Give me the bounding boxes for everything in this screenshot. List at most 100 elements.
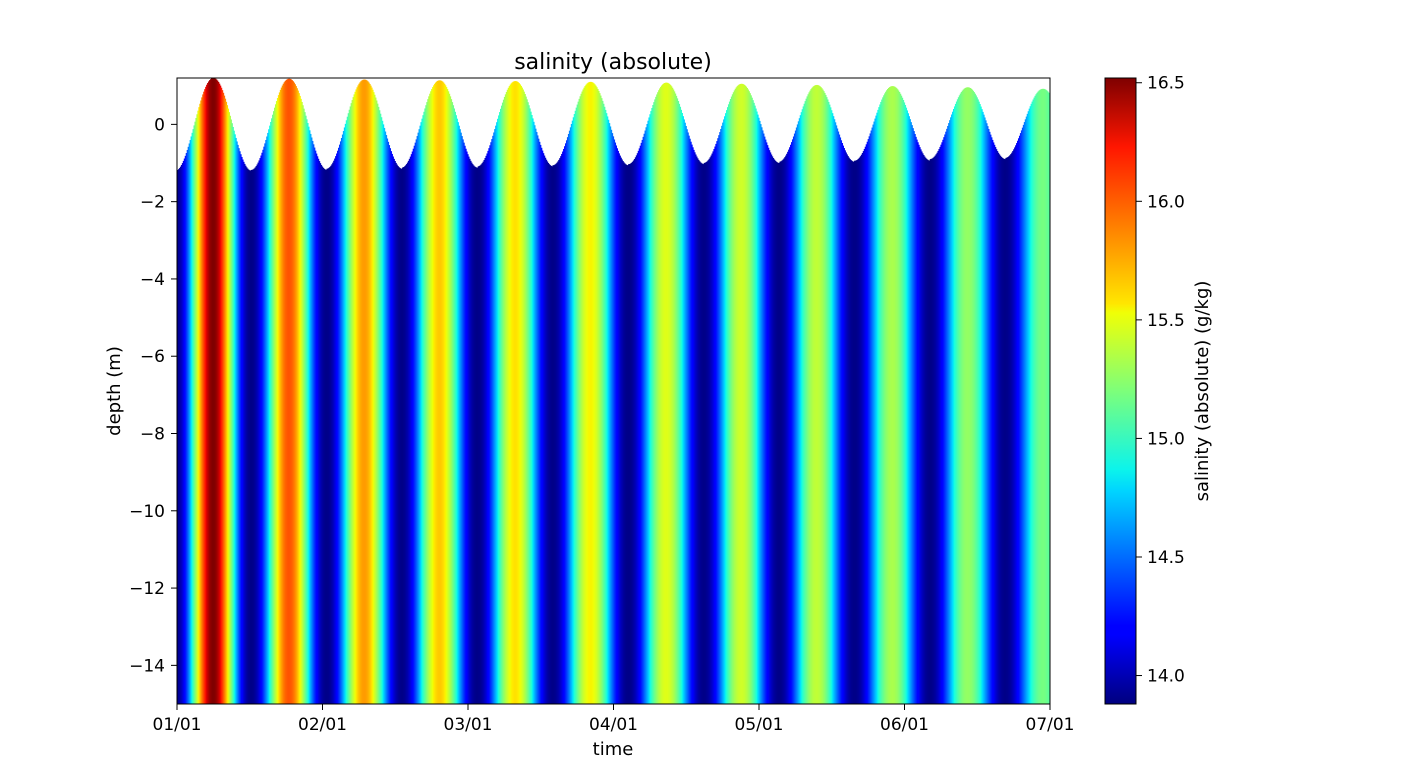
heatmap-cell bbox=[307, 126, 310, 704]
heatmap-cell bbox=[642, 136, 645, 704]
x-tick-label: 06/01 bbox=[880, 715, 929, 735]
heatmap-cell bbox=[499, 112, 501, 704]
heatmap-cell bbox=[252, 169, 255, 704]
heatmap-cell bbox=[940, 144, 942, 704]
heatmap-cell bbox=[752, 100, 754, 704]
heatmap-cell bbox=[456, 118, 458, 704]
heatmap-cell bbox=[332, 162, 334, 704]
heatmap-cell bbox=[320, 164, 323, 704]
heatmap-cell bbox=[427, 99, 429, 704]
heatmap-cell bbox=[920, 151, 923, 704]
heatmap-cell bbox=[962, 89, 965, 704]
heatmap-cell bbox=[316, 156, 319, 704]
heatmap-cell bbox=[268, 129, 270, 704]
heatmap-cell bbox=[864, 146, 867, 704]
heatmap-cell bbox=[309, 133, 312, 704]
heatmap-cell bbox=[177, 169, 179, 704]
heatmap-cell bbox=[876, 112, 878, 704]
heatmap-cell bbox=[907, 113, 909, 704]
heatmap-cell bbox=[1042, 88, 1044, 704]
heatmap-cell bbox=[994, 147, 997, 704]
colorbar: 16.5 16.0 15.5 15.0 14.5 14.0 bbox=[1104, 74, 1185, 705]
heatmap-cell bbox=[429, 93, 431, 704]
heatmap-cell bbox=[1005, 157, 1007, 704]
heatmap-cell bbox=[917, 142, 919, 704]
heatmap-cell bbox=[734, 88, 737, 704]
heatmap-cell bbox=[868, 136, 871, 704]
y-axis-label: depth (m) bbox=[104, 346, 125, 436]
heatmap-cell bbox=[270, 121, 272, 704]
heatmap-cell bbox=[711, 153, 714, 704]
heatmap-cell bbox=[507, 87, 510, 704]
heatmap-cell bbox=[248, 170, 251, 704]
heatmap-cell bbox=[825, 97, 828, 704]
heatmap-cell bbox=[1008, 156, 1010, 704]
heatmap-cell bbox=[1022, 124, 1025, 704]
heatmap-cell bbox=[789, 147, 791, 704]
heatmap-cell bbox=[522, 89, 524, 704]
heatmap-cell bbox=[226, 105, 229, 704]
heatmap-cell bbox=[592, 82, 594, 704]
heatmap-cell bbox=[881, 99, 883, 704]
heatmap-cell bbox=[237, 144, 239, 704]
heatmap-cell bbox=[201, 97, 203, 704]
heatmap-cell bbox=[860, 154, 863, 704]
heatmap-cell bbox=[218, 83, 221, 704]
heatmap-cell bbox=[751, 97, 753, 704]
y-tick-label: −4 bbox=[140, 270, 165, 290]
heatmap-cell bbox=[612, 136, 615, 704]
heatmap-cell bbox=[314, 150, 317, 704]
heatmap-cell bbox=[515, 81, 518, 704]
heatmap-cell bbox=[419, 125, 422, 704]
heatmap-cell bbox=[195, 117, 197, 704]
heatmap-cell bbox=[965, 87, 968, 704]
heatmap-cell bbox=[1019, 133, 1022, 704]
heatmap-cell bbox=[922, 155, 925, 704]
heatmap-cell bbox=[676, 98, 679, 704]
heatmap-cell bbox=[413, 145, 416, 704]
heatmap-cell bbox=[516, 81, 519, 704]
heatmap-cell bbox=[486, 153, 488, 704]
heatmap-cell bbox=[617, 150, 619, 704]
heatmap-cell bbox=[269, 125, 271, 704]
heatmap-cell bbox=[324, 169, 327, 704]
heatmap-cell bbox=[430, 91, 432, 704]
heatmap-cell bbox=[747, 89, 749, 704]
heatmap-cell bbox=[524, 94, 526, 704]
heatmap-cell bbox=[742, 84, 745, 704]
heatmap-cell bbox=[1016, 143, 1018, 704]
heatmap-cell bbox=[919, 147, 921, 704]
heatmap-cell bbox=[540, 147, 543, 704]
heatmap-cell bbox=[841, 143, 844, 704]
heatmap-cell bbox=[375, 100, 378, 704]
heatmap-cell bbox=[947, 125, 949, 704]
heatmap-cell bbox=[698, 161, 701, 704]
heatmap-cell bbox=[953, 109, 955, 704]
heatmap-cell bbox=[998, 154, 1001, 704]
heatmap-cell bbox=[184, 155, 187, 704]
heatmap-cell bbox=[906, 110, 909, 704]
heatmap-cell bbox=[908, 116, 910, 704]
heatmap-cell bbox=[549, 165, 552, 704]
heatmap-cell bbox=[715, 143, 717, 704]
heatmap-cell bbox=[750, 95, 752, 704]
heatmap-cell bbox=[896, 89, 899, 704]
heatmap-cell bbox=[691, 144, 693, 704]
heatmap-cell bbox=[1001, 157, 1004, 704]
heatmap-cell bbox=[381, 120, 384, 704]
heatmap-cell bbox=[913, 131, 915, 704]
heatmap-cell bbox=[532, 121, 535, 704]
heatmap-cell bbox=[620, 157, 622, 704]
heatmap-cell bbox=[246, 168, 249, 704]
heatmap-cell bbox=[980, 106, 982, 704]
heatmap-cell bbox=[559, 158, 561, 704]
heatmap-cell bbox=[424, 108, 426, 704]
heatmap-cell bbox=[245, 167, 248, 704]
heatmap-cell bbox=[493, 132, 495, 704]
heatmap-cell bbox=[468, 156, 470, 704]
heatmap-cell bbox=[273, 111, 275, 704]
heatmap-cell bbox=[621, 159, 623, 704]
heatmap-cell bbox=[311, 140, 314, 704]
heatmap-cell bbox=[1041, 88, 1043, 704]
